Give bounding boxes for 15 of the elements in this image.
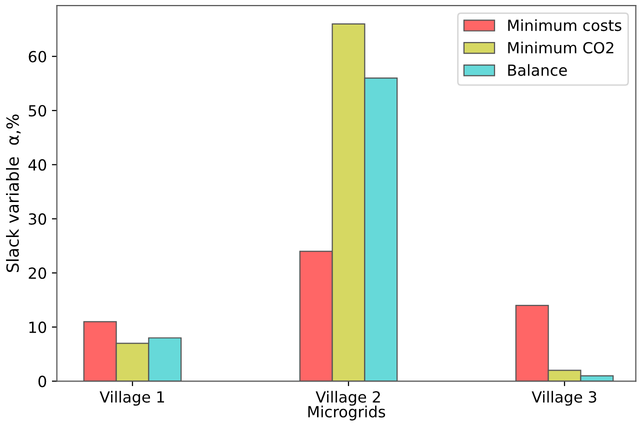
y-tick-label: 0 <box>38 376 46 388</box>
y-tick-label: 60 <box>28 50 46 62</box>
legend-label: Balance <box>508 64 567 76</box>
x-axis-title: Microgrids <box>308 406 386 420</box>
x-tick-label: Village 3 <box>532 390 596 406</box>
y-tick-label: 20 <box>28 267 46 279</box>
x-tick-label: Village 2 <box>316 390 380 406</box>
legend-label: Minimum costs <box>508 19 622 32</box>
y-tick-label: 50 <box>28 104 46 117</box>
y-tick-label: 40 <box>28 159 46 171</box>
y-tick-label: 10 <box>29 322 46 334</box>
x-tick-label: Village 1 <box>100 390 164 406</box>
y-axis-title: Slack variable α,% <box>6 114 21 272</box>
legend-label: Minimum CO2 <box>508 42 614 54</box>
y-tick-label: 30 <box>28 213 46 225</box>
